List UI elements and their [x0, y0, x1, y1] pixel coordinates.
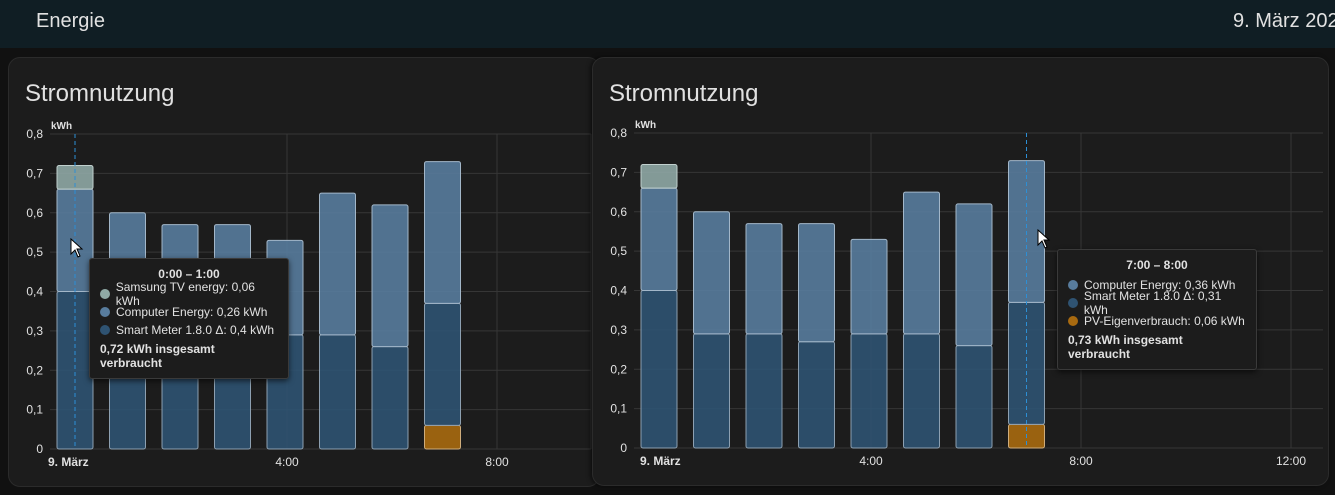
energy-usage-chart[interactable]: 0 0,1 0,2 0,3 0,4 0,5 0,6 0,7 0,8 kWh 9. März 4:00 8… — [593, 58, 1328, 485]
y-tick-label: 0,6 — [26, 206, 43, 220]
chart-tooltip: 7:00 – 8:00 Computer Energy: 0,36 kWh Sm… — [1057, 249, 1257, 370]
y-tick-label: 0,3 — [26, 324, 43, 338]
x-tick-label: 9. März — [640, 454, 681, 468]
tooltip-row-label: Computer Energy: 0,26 kWh — [116, 305, 268, 319]
bar-segment — [424, 161, 461, 304]
card-title: Stromnutzung — [25, 80, 175, 107]
bar-segment — [745, 223, 783, 335]
x-tick-label: 12:00 — [1276, 454, 1306, 468]
bar-segment — [955, 345, 993, 449]
legend-dot-icon — [1068, 316, 1078, 326]
tooltip-row-label: PV-Eigenverbrauch: 0,06 kWh — [1084, 314, 1245, 328]
bar-segment — [319, 192, 356, 336]
bar-segment — [693, 333, 730, 449]
x-tick-label: 4:00 — [859, 454, 883, 468]
bar-segment — [693, 211, 730, 335]
card-title: Stromnutzung — [609, 80, 759, 107]
tooltip-row: PV-Eigenverbrauch: 0,06 kWh — [1068, 312, 1246, 330]
tooltip-row: Computer Energy: 0,26 kWh — [100, 303, 278, 321]
tooltip-row-label: Samsung TV energy: 0,06 kWh — [115, 280, 255, 308]
bar-segment — [56, 291, 94, 450]
bar-segment — [745, 333, 783, 449]
bar-segment — [903, 333, 940, 449]
y-tick-label: 0 — [620, 441, 627, 455]
tooltip-row: Samsung TV energy: 0,06 kWh — [100, 280, 278, 308]
chart-tooltip: 0:00 – 1:00 Samsung TV energy: 0,06 kWh … — [89, 258, 289, 379]
tooltip-title: 7:00 – 8:00 — [1126, 258, 1188, 272]
bar-segment — [640, 164, 678, 189]
tooltip-row: Computer Energy: 0,36 kWh — [1068, 276, 1246, 294]
y-axis-label: kWh — [51, 121, 72, 132]
y-axis-label: kWh — [635, 120, 656, 131]
y-tick-label: 0,5 — [610, 244, 627, 258]
tooltip-row-label: Computer Energy: 0,36 kWh — [1084, 278, 1236, 292]
tooltip-row: Smart Meter 1.8.0 Δ: 0,31 kWh — [1068, 289, 1246, 317]
mouse-cursor-icon — [1037, 229, 1051, 249]
bar-segment — [319, 334, 356, 450]
y-tick-label: 0,6 — [610, 205, 627, 219]
legend-dot-icon — [100, 325, 110, 335]
bar-segment — [903, 191, 940, 335]
mouse-cursor-icon — [70, 238, 84, 258]
x-tick-label: 4:00 — [275, 455, 299, 469]
y-tick-label: 0,7 — [26, 166, 43, 180]
energy-usage-card-right: Stromnutzung 0 0,1 0,2 0,3 0,4 0,5 0,6 0,7 0,8 kW… — [592, 57, 1329, 486]
legend-dot-icon — [100, 289, 110, 299]
y-tick-label: 0,7 — [610, 165, 627, 179]
bar-segment — [640, 187, 678, 291]
bar-segment — [371, 346, 409, 450]
bar-segment — [850, 238, 888, 335]
bar-segment — [850, 333, 888, 449]
bar-segment — [640, 290, 678, 449]
bar-segment — [424, 302, 461, 426]
y-tick-label: 0,1 — [610, 402, 627, 416]
x-tick-label: 8:00 — [1069, 454, 1093, 468]
tooltip-total: 0,72 kWh insgesamt verbraucht — [100, 342, 215, 370]
page-title: Energie — [36, 10, 105, 32]
bar-segment — [955, 203, 993, 347]
y-tick-label: 0,8 — [610, 126, 627, 140]
y-tick-label: 0,2 — [610, 362, 627, 376]
date-label[interactable]: 9. März 2024 — [1233, 10, 1335, 32]
legend-dot-icon — [1068, 298, 1078, 308]
top-app-bar: Energie 9. März 2024 — [0, 0, 1335, 48]
bar-segment — [798, 341, 835, 449]
tooltip-row-label: Smart Meter 1.8.0 Δ: 0,31 kWh — [1083, 289, 1222, 317]
y-tick-label: 0,4 — [610, 284, 627, 298]
bar-segment — [424, 424, 461, 450]
y-tick-label: 0,8 — [26, 127, 43, 141]
tooltip-row: Smart Meter 1.8.0 Δ: 0,4 kWh — [100, 321, 278, 339]
bar-segment — [798, 223, 835, 343]
y-tick-label: 0,5 — [26, 245, 43, 259]
y-tick-label: 0,3 — [610, 323, 627, 337]
tooltip-total: 0,73 kWh insgesamt verbraucht — [1068, 333, 1183, 361]
legend-dot-icon — [100, 307, 110, 317]
x-tick-label: 8:00 — [485, 455, 509, 469]
y-tick-label: 0,1 — [26, 403, 43, 417]
x-tick-label: 9. März — [48, 455, 89, 469]
tooltip-title: 0:00 – 1:00 — [158, 267, 220, 281]
y-tick-label: 0,4 — [26, 285, 43, 299]
bar-segment — [371, 204, 409, 348]
legend-dot-icon — [1068, 280, 1078, 290]
y-tick-label: 0,2 — [26, 363, 43, 377]
energy-usage-card-left: Stromnutzung 0 0,1 0,2 0,3 0,4 0,5 0,6 0,7 0,8 kW… — [8, 57, 600, 487]
tooltip-row-label: Smart Meter 1.8.0 Δ: 0,4 kWh — [116, 323, 275, 337]
y-tick-label: 0 — [36, 442, 43, 456]
